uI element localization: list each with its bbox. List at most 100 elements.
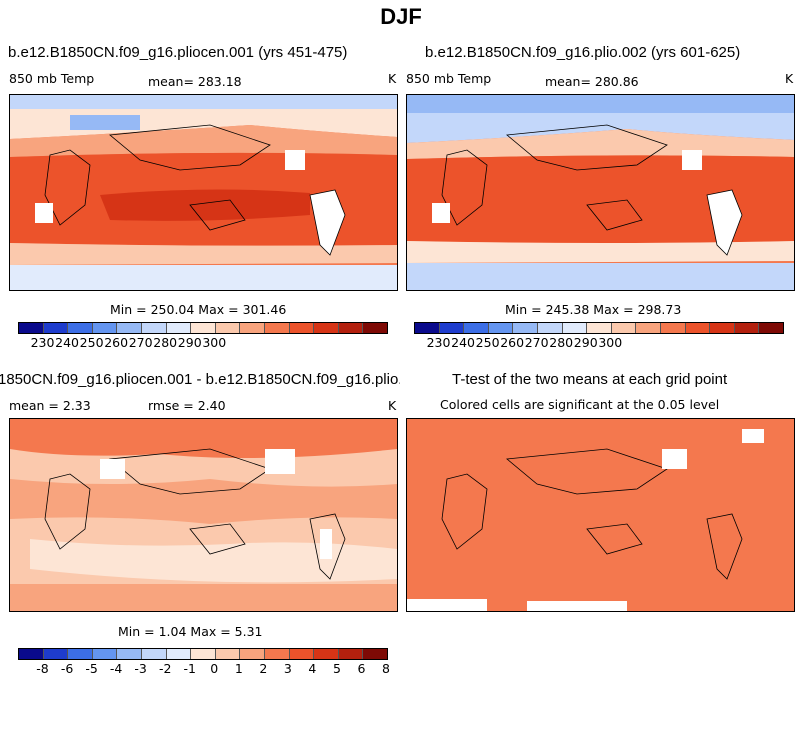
colorbar-swatch — [264, 649, 290, 659]
colorbar-tick-label: 240 — [451, 335, 475, 350]
panel3-minmax: Min = 1.04 Max = 5.31 — [118, 624, 263, 639]
panel1-map-svg — [10, 95, 397, 290]
colorbar-swatch — [289, 649, 315, 659]
colorbar-swatch — [19, 649, 44, 659]
panel1-title: b.e12.B1850CN.f09_g16.pliocen.001 (yrs 4… — [8, 44, 348, 61]
colorbar-swatch — [636, 323, 661, 333]
colorbar-swatch — [488, 323, 514, 333]
colorbar-tick-label: 2 — [259, 661, 268, 676]
colorbar-tick-label: 8 — [382, 661, 390, 676]
panel4-subtitle: Colored cells are significant at the 0.0… — [440, 397, 720, 412]
colorbar-swatch — [19, 323, 44, 333]
colorbar-swatch — [415, 323, 440, 333]
colorbar-tick-label: -8 — [36, 661, 49, 676]
colorbar-tick-label: 300 — [202, 335, 227, 350]
colorbar-tick-label: 250 — [79, 335, 104, 350]
panel4-map — [406, 418, 795, 612]
colorbar-swatch — [363, 649, 387, 659]
colorbar-swatch — [363, 323, 387, 333]
panel3-title-clip: 1850CN.f09_g16.pliocen.001 - b.e12.B1850… — [0, 370, 400, 392]
colorbar-swatch — [191, 649, 216, 659]
colorbar-swatch — [43, 323, 69, 333]
colorbar-swatch — [68, 649, 93, 659]
colorbar-swatch — [215, 649, 241, 659]
panel3-units: K — [388, 398, 397, 413]
panel1-variable-label: 850 mb Temp — [9, 71, 95, 86]
colorbar-tick-label: 3 — [283, 661, 292, 676]
panel3-mean-label: mean = 2.33 — [9, 398, 91, 413]
colorbar-swatch — [759, 323, 783, 333]
colorbar-swatch — [43, 649, 69, 659]
colorbar-swatch — [338, 649, 364, 659]
colorbar-swatch — [314, 649, 339, 659]
colorbar-swatch — [710, 323, 735, 333]
colorbar-swatch — [562, 323, 588, 333]
panel2-units: K — [785, 71, 794, 86]
colorbar-swatch — [68, 323, 93, 333]
colorbar-tick-label: 5 — [332, 661, 341, 676]
colorbar-tick-label: -2 — [158, 661, 172, 676]
colorbar-swatch — [141, 323, 167, 333]
colorbar-swatch — [166, 649, 192, 659]
colorbar-tick-label: 280 — [153, 335, 178, 350]
colorbar-tick-label: 290 — [573, 335, 598, 350]
colorbar-swatch — [660, 323, 686, 333]
colorbar-swatch — [537, 323, 563, 333]
panel2-minmax: Min = 245.38 Max = 298.73 — [505, 302, 682, 317]
colorbar-tick-label: 270 — [524, 335, 549, 350]
panel1-units: K — [388, 71, 397, 86]
colorbar-tick-label: 270 — [128, 335, 153, 350]
colorbar-tick-label: 230 — [426, 335, 451, 350]
colorbar-swatch — [734, 323, 760, 333]
colorbar-swatch — [314, 323, 339, 333]
colorbar-tick-label: 1 — [234, 661, 243, 676]
colorbar-swatch — [166, 323, 192, 333]
colorbar-swatch — [117, 649, 142, 659]
temp-colorbar-left-ticks: 230 240 250 260 270 280 290 300 — [18, 335, 386, 351]
colorbar-swatch — [215, 323, 241, 333]
temp-colorbar-right-ticks: 230 240 250 260 270 280 290 300 — [414, 335, 782, 351]
temp-colorbar-left — [18, 322, 388, 334]
colorbar-swatch — [117, 323, 142, 333]
panel1-mean-label: mean= 283.18 — [148, 74, 242, 89]
panel3-rmse-label: rmse = 2.40 — [148, 398, 226, 413]
colorbar-swatch — [92, 323, 118, 333]
panel3-map-svg — [10, 419, 397, 611]
colorbar-swatch — [191, 323, 216, 333]
colorbar-swatch — [439, 323, 465, 333]
colorbar-tick-label: 0 — [210, 661, 219, 676]
colorbar-swatch — [513, 323, 538, 333]
colorbar-swatch — [240, 649, 265, 659]
colorbar-swatch — [685, 323, 711, 333]
colorbar-tick-label: 4 — [308, 661, 317, 676]
colorbar-tick-label: 260 — [104, 335, 129, 350]
diff-colorbar — [18, 648, 388, 660]
panel2-map-svg — [407, 95, 794, 290]
colorbar-tick-label: -3 — [134, 661, 147, 676]
colorbar-tick-label: -5 — [85, 661, 98, 676]
panel2-title: b.e12.B1850CN.f09_g16.plio.002 (yrs 601-… — [425, 44, 741, 61]
colorbar-tick-label: -1 — [183, 661, 196, 676]
panel4-map-svg — [407, 419, 794, 611]
temp-colorbar-right — [414, 322, 784, 334]
colorbar-tick-label: 250 — [475, 335, 500, 350]
panel1-minmax: Min = 250.04 Max = 301.46 — [110, 302, 287, 317]
colorbar-tick-label: 290 — [177, 335, 202, 350]
figure-title: DJF — [380, 4, 422, 29]
panel1-map — [9, 94, 398, 291]
panel4-title: T-test of the two means at each grid poi… — [452, 371, 728, 388]
colorbar-swatch — [338, 323, 364, 333]
panel3-title: 1850CN.f09_g16.pliocen.001 - b.e12.B1850… — [0, 371, 400, 388]
colorbar-swatch — [141, 649, 167, 659]
colorbar-tick-label: 300 — [598, 335, 623, 350]
colorbar-tick-label: 230 — [30, 335, 55, 350]
colorbar-swatch — [587, 323, 612, 333]
colorbar-swatch — [92, 649, 118, 659]
colorbar-swatch — [264, 323, 290, 333]
panel2-map — [406, 94, 795, 291]
colorbar-swatch — [289, 323, 315, 333]
panel2-mean-label: mean= 280.86 — [545, 74, 639, 89]
colorbar-tick-label: 6 — [357, 661, 366, 676]
colorbar-swatch — [240, 323, 265, 333]
colorbar-tick-label: -4 — [109, 661, 123, 676]
